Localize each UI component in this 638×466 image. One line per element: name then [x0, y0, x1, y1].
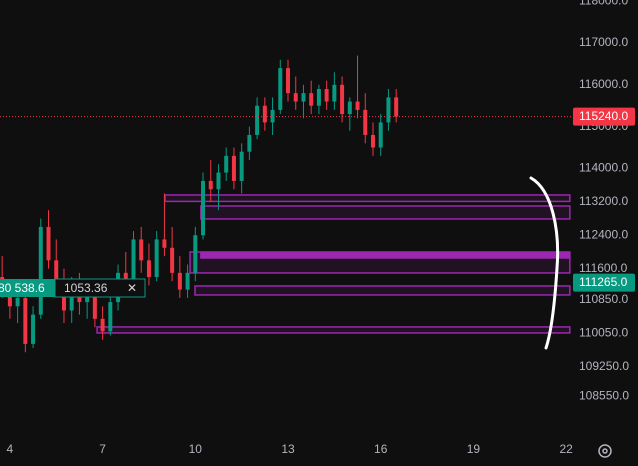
candle-body: [224, 155, 229, 173]
ticket-close[interactable]: ✕: [127, 281, 137, 295]
candle-body: [378, 122, 383, 148]
candle-body: [154, 239, 159, 278]
ticket-price-box: [0, 279, 55, 297]
settings-icon[interactable]: [598, 444, 612, 458]
candle-body: [239, 151, 244, 181]
candle-body: [231, 155, 236, 181]
candle-body: [262, 105, 267, 123]
y-tick-label: 109250.0: [579, 359, 629, 373]
candle-body: [309, 93, 314, 106]
y-tick-label: 110050.0: [579, 326, 628, 340]
zone: [194, 285, 571, 296]
axes: 118000.0117000.0116000.0115000.0114000.0…: [0, 0, 635, 456]
candle-body: [340, 84, 345, 115]
candle-body: [301, 93, 306, 102]
ticket-qty-box: [54, 278, 146, 298]
candle-body: [38, 226, 43, 315]
zone: [96, 326, 571, 334]
x-tick-label: 16: [374, 442, 388, 456]
candle-body: [146, 260, 151, 278]
hand-drawn-bracket: [529, 176, 560, 350]
x-tick-label: 4: [7, 442, 14, 456]
candle-body: [92, 293, 97, 319]
candle-body: [46, 226, 51, 261]
candle-body: [370, 134, 375, 148]
x-tick-label: 22: [559, 442, 573, 456]
y-tick-label: 116000.0: [579, 77, 628, 91]
y-tick-label: 118000.0: [579, 0, 628, 7]
zone: [200, 205, 571, 220]
price-label-box: [573, 273, 635, 292]
candle-body: [386, 97, 391, 123]
candle-body: [363, 109, 368, 135]
price-label: 115240.0: [579, 109, 628, 123]
y-tick-label: 113200.0: [579, 194, 628, 208]
candle-body: [123, 272, 128, 282]
order-ticket[interactable]: 80 538.6 1053.36 ✕: [0, 278, 146, 298]
candle-body: [255, 105, 260, 135]
candle-body: [7, 293, 12, 307]
candle-body: [177, 272, 182, 290]
x-tick-label: 7: [99, 442, 106, 456]
price-label-box: [573, 107, 635, 126]
candle-body: [316, 89, 321, 106]
candle-body: [131, 239, 136, 282]
zone: [164, 194, 571, 203]
x-tick-label: 19: [467, 442, 481, 456]
candle-body: [324, 89, 329, 102]
candle-body: [61, 285, 66, 311]
candle-body: [170, 247, 175, 273]
candle-body: [54, 260, 59, 286]
candle-body: [15, 297, 20, 307]
ticket-price: 80 538.6: [0, 281, 45, 295]
y-tick-label: 114000.0: [579, 161, 628, 175]
candle-body: [162, 239, 167, 248]
candle-body: [139, 239, 144, 261]
candle-body: [293, 93, 298, 102]
candle-body: [270, 109, 275, 123]
candle-body: [100, 318, 105, 332]
zones: [96, 194, 571, 334]
ticket-quantity: 1053.36: [64, 281, 108, 295]
y-tick-label: 111600.0: [579, 261, 628, 275]
candle-body: [31, 314, 36, 344]
y-tick-label: 108550.0: [579, 388, 629, 402]
candle-body: [185, 272, 190, 290]
zone: [200, 252, 571, 259]
candle-body: [201, 180, 206, 236]
candle-body: [355, 101, 360, 110]
y-tick-label: 112400.0: [579, 227, 628, 241]
candle-body: [347, 101, 352, 115]
candle-body: [216, 172, 221, 190]
candle-body: [394, 97, 399, 117]
candle-body: [208, 180, 213, 190]
candle-body: [85, 293, 90, 303]
price-label: 111265.0: [579, 275, 628, 289]
y-tick-label: 110850.0: [579, 292, 628, 306]
candle-body: [23, 297, 28, 344]
candle-body: [286, 68, 291, 94]
candle-body: [278, 68, 283, 110]
y-tick-label: 117000.0: [579, 35, 628, 49]
candle-body: [69, 285, 74, 311]
candle-body: [108, 302, 113, 332]
candle-body: [247, 134, 252, 152]
candle-body: [193, 235, 198, 273]
x-tick-label: 10: [189, 442, 203, 456]
x-tick-label: 13: [281, 442, 295, 456]
candle-body: [332, 84, 337, 102]
